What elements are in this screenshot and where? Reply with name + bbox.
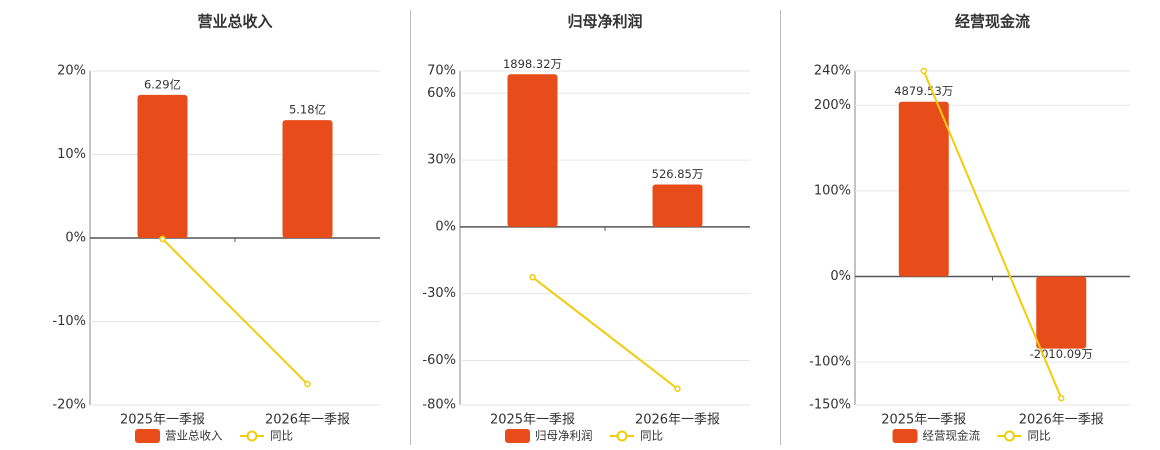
chart-title: 归母净利润 (567, 13, 642, 31)
legend-swatch (892, 429, 918, 443)
y-tick-label: -80% (422, 398, 456, 413)
value-label: 4879.53万 (894, 84, 953, 98)
y-tick-label: -10% (52, 314, 86, 329)
y-tick-label: 20% (57, 64, 86, 79)
bar (652, 184, 703, 227)
legend-swatch (505, 429, 530, 443)
line-point (1058, 394, 1065, 402)
bar (898, 101, 949, 277)
chart-title: 经营现金流 (955, 13, 1030, 31)
y-tick-label: 0% (435, 219, 456, 234)
y-tick-label: 200% (814, 98, 851, 113)
y-tick-label: 70% (427, 64, 456, 79)
legend-label: 同比 (1028, 429, 1051, 443)
x-tick-label: 2026年一季报 (635, 413, 720, 428)
bar (1036, 276, 1087, 349)
y-tick-label: 240% (814, 64, 851, 79)
line-point (674, 385, 681, 392)
bar (507, 74, 558, 227)
y-tick-label: -30% (422, 286, 456, 301)
legend-swatch (135, 429, 160, 443)
line-point (529, 273, 536, 281)
value-label: 5.18亿 (289, 103, 326, 117)
y-tick-label: -60% (422, 353, 456, 368)
x-tick-label: 2025年一季报 (881, 413, 966, 428)
line (531, 276, 679, 390)
y-tick-label: -150% (809, 398, 851, 413)
y-tick-label: 30% (427, 153, 456, 168)
legend-swatch (246, 430, 258, 442)
legend-swatch (1004, 430, 1015, 442)
line (922, 70, 1063, 399)
legend-label: 经营现金流 (923, 429, 981, 443)
x-tick-label: 2026年一季报 (265, 413, 350, 428)
legend-label: 同比 (270, 429, 293, 443)
y-tick-label: 0% (65, 231, 86, 246)
y-tick-label: 0% (830, 269, 851, 284)
bar (282, 120, 333, 238)
legend-label: 营业总收入 (165, 429, 223, 443)
value-label: 526.85万 (652, 167, 704, 181)
chart-title: 营业总收入 (197, 13, 272, 31)
legend-label: 同比 (640, 429, 663, 443)
value-label: -2010.09万 (1030, 347, 1093, 361)
value-label: 6.29亿 (144, 77, 181, 91)
y-tick-label: -100% (809, 355, 851, 370)
legend-label: 归母净利润 (535, 429, 593, 443)
y-tick-label: 100% (814, 183, 851, 198)
bar (137, 94, 188, 238)
y-tick-label: 60% (427, 86, 456, 101)
y-tick-label: -20% (52, 398, 86, 413)
x-tick-label: 2026年一季报 (1019, 413, 1104, 428)
line-point (159, 235, 166, 243)
y-tick-label: 10% (57, 147, 86, 162)
line-point (920, 67, 927, 75)
value-label: 1898.32万 (503, 57, 562, 71)
x-tick-label: 2025年一季报 (490, 413, 575, 428)
line-point (304, 380, 311, 388)
x-tick-label: 2025年一季报 (120, 413, 205, 428)
line (161, 238, 309, 385)
legend-swatch (616, 430, 628, 442)
